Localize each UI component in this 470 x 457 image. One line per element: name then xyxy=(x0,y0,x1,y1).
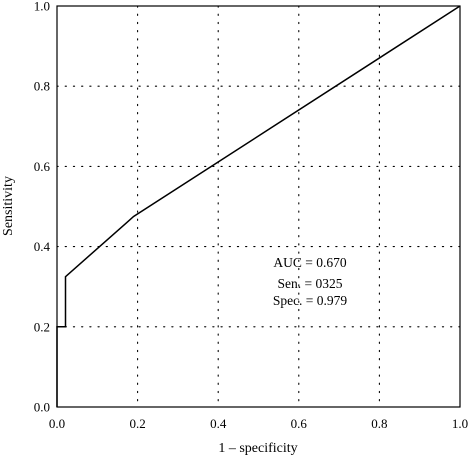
plot-frame xyxy=(56,5,461,408)
y-tick-label-0.4: 0.4 xyxy=(34,239,51,254)
specificity-annotation: Spec. = 0.979 xyxy=(273,293,348,308)
grid xyxy=(56,5,461,408)
x-tick-label-1.0: 1.0 xyxy=(452,416,468,431)
y-axis-label: Sensitivity xyxy=(1,176,16,236)
x-tick-label-0.4: 0.4 xyxy=(210,416,227,431)
x-tick-label-0.0: 0.0 xyxy=(49,416,65,431)
x-tick-label-0.2: 0.2 xyxy=(129,416,145,431)
y-tick-label-0.0: 0.0 xyxy=(34,400,50,415)
auc-annotation: AUC = 0.670 xyxy=(273,255,346,270)
y-tick-label-0.6: 0.6 xyxy=(34,159,51,174)
y-tick-label-0.8: 0.8 xyxy=(34,79,50,94)
roc-curve-0 xyxy=(56,5,461,407)
x-axis-label: 1 – specificity xyxy=(218,441,297,456)
y-tick-label-0.2: 0.2 xyxy=(34,319,50,334)
x-tick-label-0.8: 0.8 xyxy=(371,416,387,431)
sensitivity-annotation: Sen. = 0325 xyxy=(278,276,343,291)
x-tick-label-0.6: 0.6 xyxy=(291,416,308,431)
annotation-box: AUC = 0.670 Sen. = 0325 Spec. = 0.979 xyxy=(273,255,348,308)
axis-ticks: 0.0 0.2 0.4 0.6 0.8 1.0 0.0 0.2 0.4 0.6 0.8 1.0 xyxy=(34,0,468,431)
series xyxy=(56,5,461,407)
y-tick-label-1.0: 1.0 xyxy=(34,0,50,14)
